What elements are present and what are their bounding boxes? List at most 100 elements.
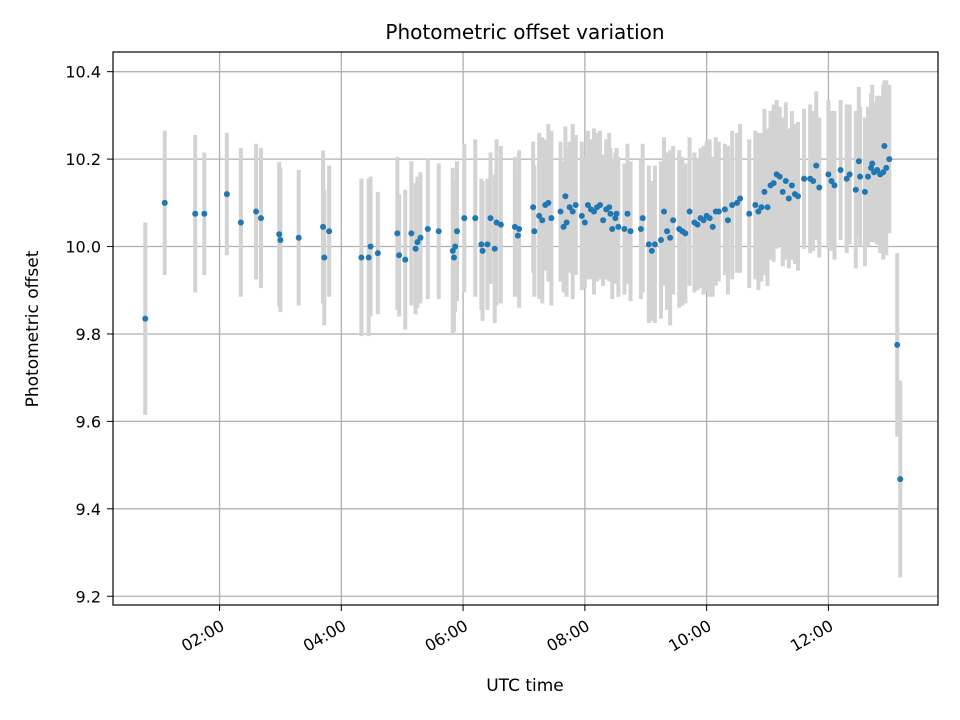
data-point [497,221,504,228]
data-point [624,210,631,217]
data-point [761,188,768,195]
data-point [365,254,372,261]
data-point [548,215,555,222]
data-point [874,167,881,174]
data-point [402,256,409,263]
data-point [454,228,461,235]
data-point [755,208,762,215]
data-point [424,226,431,233]
data-point [192,210,199,217]
data-point [627,228,634,235]
data-point [320,223,327,230]
data-point [396,252,403,259]
y-tick-label: 9.6 [76,412,101,431]
y-tick-label: 10.2 [65,150,101,169]
data-point [276,231,283,238]
data-point [472,215,479,222]
data-point [667,234,674,241]
data-point [563,219,570,226]
data-point [788,182,795,189]
data-point [412,245,419,252]
data-point [531,228,538,235]
data-point [607,210,614,217]
data-point [277,236,284,243]
data-point [758,204,765,211]
data-point [709,223,716,230]
data-point [621,226,628,233]
data-point [686,208,693,215]
data-point [142,315,149,322]
data-point [450,254,457,261]
data-point [700,217,707,224]
data-point [715,208,722,215]
x-axis-label: UTC time [486,676,564,696]
data-points [142,142,904,483]
data-point [514,232,521,239]
data-point [724,217,731,224]
data-point [837,167,844,174]
data-point [545,199,552,206]
data-point [770,180,777,187]
plot-frame [112,51,939,606]
data-point [813,162,820,169]
data-point [557,208,564,215]
data-point [801,175,808,182]
y-axis-label: Photometric offset [23,250,43,407]
data-point [843,175,850,182]
data-point [562,193,569,200]
y-tick-label: 10.4 [65,63,101,82]
data-point [257,215,264,222]
data-point [613,210,620,217]
data-point [852,186,859,193]
data-point [886,156,893,163]
y-tick-label: 9.4 [76,500,101,519]
data-point [223,191,230,198]
data-point [779,188,786,195]
data-point [670,217,677,224]
data-point [435,228,442,235]
data-point [572,202,579,209]
data-point [721,206,728,213]
data-point [530,204,537,211]
data-point [581,219,588,226]
data-point [894,341,901,348]
data-point [855,158,862,165]
data-point [478,241,485,248]
data-point [516,226,523,233]
data-point [776,173,783,180]
data-point [487,215,494,222]
data-point [367,243,374,250]
data-point [810,177,817,184]
data-point [694,221,701,228]
data-point [637,226,644,233]
data-point [661,208,668,215]
data-point [590,208,597,215]
data-point [857,173,864,180]
data-point [880,169,887,176]
data-point [452,243,459,250]
data-point [606,204,613,211]
data-point [706,215,713,222]
data-point [408,230,415,237]
data-point [734,199,741,206]
y-tick-label: 9.8 [76,325,101,344]
data-point [861,188,868,195]
data-point [657,236,664,243]
data-point [881,142,888,149]
data-point [816,184,823,191]
data-point [578,212,585,219]
data-point [358,254,365,261]
data-point [597,202,604,209]
data-point [869,160,876,167]
data-point [539,217,546,224]
data-point [609,226,616,233]
data-point [295,234,302,241]
data-point [737,195,744,202]
data-point [536,212,543,219]
data-point [321,254,328,261]
data-point [846,171,853,178]
data-point [645,241,652,248]
data-point [560,223,567,230]
data-point [479,247,486,254]
